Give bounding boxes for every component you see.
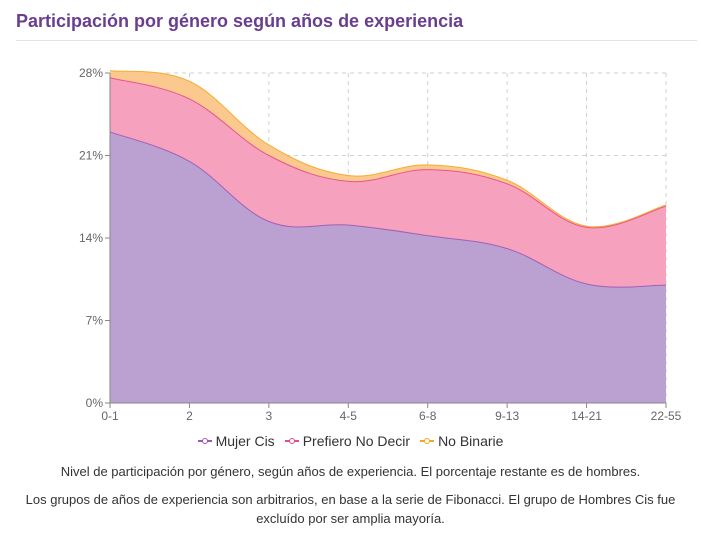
x-tick-label: 22-55 [651, 409, 682, 423]
x-tick-label: 4-5 [340, 409, 358, 423]
legend-marker-icon [284, 436, 299, 446]
x-tick-label: 9-13 [495, 409, 519, 423]
x-tick-label: 14-21 [571, 409, 602, 423]
x-tick-label: 2 [186, 409, 193, 423]
axes: 0% 7% 14% 21% 28% 0-1 2 3 4-5 6-8 9-13 14-21 22-55 [79, 66, 682, 423]
line-no-binarie [109, 70, 667, 228]
y-tick-label: 28% [79, 66, 103, 80]
legend-label: No Binarie [438, 433, 504, 449]
legend-marker-icon [420, 436, 435, 446]
legend-label: Mujer Cis [215, 433, 275, 449]
legend-item-prefiero-no-decir[interactable]: Prefiero No Decir [284, 433, 411, 449]
x-tick-label: 0-1 [101, 409, 119, 423]
line-mujer-cis [109, 131, 667, 288]
y-tick-label: 21% [79, 149, 103, 163]
x-tick-label: 3 [266, 409, 273, 423]
legend-item-no-binarie[interactable]: No Binarie [420, 433, 503, 449]
y-tick-label: 7% [86, 314, 104, 328]
area-chart: 0% 7% 14% 21% 28% 0-1 2 3 4-5 6-8 9-13 14-21 22-55 [79, 66, 682, 423]
line-prefiero-no-decir [109, 77, 667, 229]
stacked-areas [109, 70, 667, 404]
chart-caption: Nivel de participación por género, según… [60, 464, 641, 479]
chart-legend: Mujer Cis Prefiero No Decir No Binarie [0, 433, 701, 449]
y-tick-label: 14% [79, 231, 103, 245]
legend-item-mujer-cis[interactable]: Mujer Cis [197, 433, 275, 449]
x-tick-label: 6-8 [419, 409, 437, 423]
legend-marker-icon [197, 436, 212, 446]
page-title: Participación por género según años de e… [16, 11, 464, 31]
area-mujer-cis [110, 131, 666, 403]
title-divider [16, 40, 697, 41]
legend-label: Prefiero No Decir [302, 433, 411, 449]
y-tick-label: 0% [86, 396, 104, 410]
chart-note: Los grupos de años de experiencia son ar… [25, 492, 676, 526]
